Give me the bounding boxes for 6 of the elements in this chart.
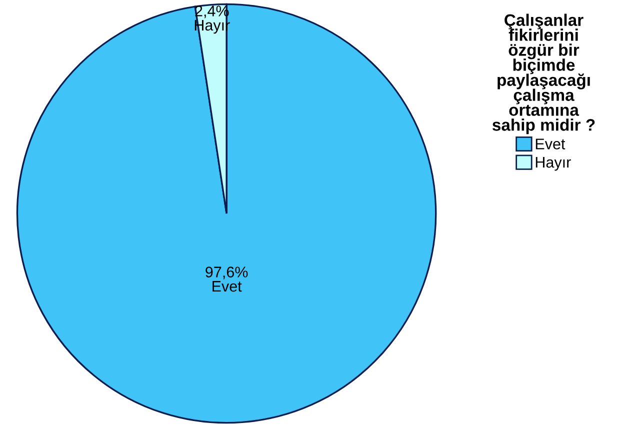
pie-slice bbox=[16, 3, 437, 424]
legend-title: Çalışanlar fikirlerini özgür bir biçimde paylaşacağı çalışma ortamına sahip midir ? bbox=[492, 14, 595, 134]
slice-label: Evet bbox=[212, 281, 242, 292]
data-label: 97,6% bbox=[206, 266, 248, 280]
legend-label: Hayır bbox=[536, 157, 571, 171]
legend-label: Evet bbox=[536, 138, 566, 150]
